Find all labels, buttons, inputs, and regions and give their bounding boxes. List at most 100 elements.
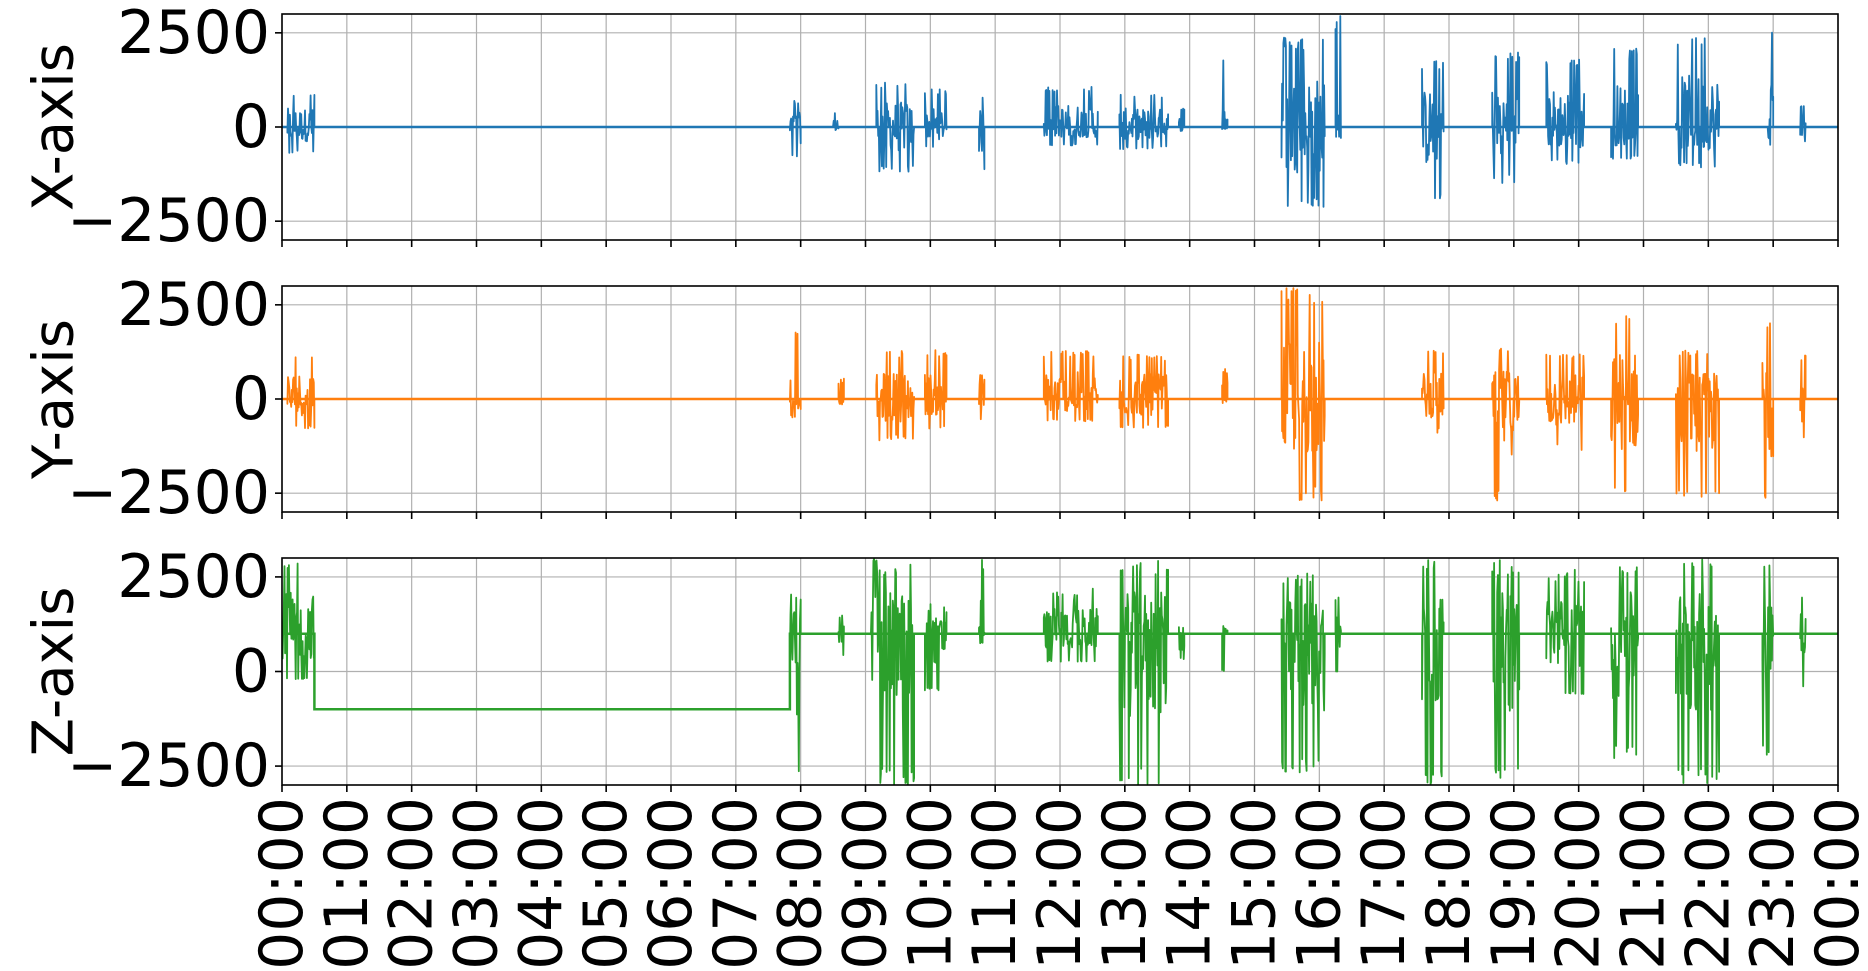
activity-burst	[1280, 36, 1326, 208]
x-tick-label: 00:00	[247, 797, 317, 970]
x-tick-label: 19:00	[1479, 797, 1549, 970]
activity-burst	[1118, 93, 1169, 150]
x-tick-label: 16:00	[1284, 797, 1354, 970]
y-axis-label: X-axis	[22, 43, 87, 211]
activity-burst	[1334, 596, 1342, 673]
series-x-axis	[282, 15, 1838, 208]
activity-burst	[875, 350, 915, 442]
activity-burst	[1118, 353, 1169, 429]
activity-burst	[1761, 322, 1775, 499]
activity-burst	[1545, 568, 1585, 695]
activity-burst	[978, 374, 986, 421]
activity-burst	[875, 81, 915, 173]
y-tick-label: 0	[232, 92, 270, 162]
activity-burst	[837, 614, 845, 656]
activity-burst	[1042, 587, 1099, 663]
activity-burst	[870, 558, 915, 785]
activity-burst	[789, 331, 802, 419]
x-tick-label: 20:00	[1544, 797, 1614, 970]
y-tick-label: 2500	[117, 0, 270, 68]
activity-burst	[1280, 287, 1326, 502]
x-tick-label: 04:00	[506, 797, 576, 970]
y-tick-label: −2500	[67, 731, 270, 801]
activity-burst	[789, 100, 802, 158]
x-tick-label: 09:00	[831, 797, 901, 970]
activity-burst	[1799, 105, 1807, 143]
x-tick-label: 06:00	[636, 797, 706, 970]
activity-burst	[1675, 558, 1720, 784]
activity-burst	[1042, 350, 1099, 423]
x-tick-label: 07:00	[701, 797, 771, 970]
activity-burst	[1766, 31, 1775, 146]
x-tick-label: 10:00	[895, 797, 965, 970]
activity-burst	[1545, 58, 1585, 165]
activity-burst	[1761, 564, 1775, 756]
activity-burst	[1421, 559, 1445, 785]
activity-burst	[978, 559, 986, 645]
x-tick-label: 01:00	[312, 797, 382, 970]
activity-burst	[1799, 596, 1807, 688]
x-tick-label: 14:00	[1155, 797, 1225, 970]
activity-burst	[1118, 560, 1169, 785]
activity-burst	[1491, 347, 1521, 502]
y-tick-label: −2500	[67, 458, 270, 528]
activity-burst	[924, 603, 948, 692]
x-tick-label: 23:00	[1738, 797, 1808, 970]
activity-burst	[286, 356, 316, 430]
activity-burst	[837, 377, 845, 406]
y-tick-label: −2500	[67, 186, 270, 256]
activity-burst	[1799, 354, 1807, 439]
activity-burst	[924, 88, 948, 148]
x-tick-label: 15:00	[1220, 797, 1290, 970]
activity-burst	[1042, 86, 1099, 147]
y-tick-label: 0	[232, 364, 270, 434]
x-tick-label: 02:00	[377, 797, 447, 970]
activity-burst	[924, 349, 948, 430]
activity-burst	[1334, 15, 1342, 139]
x-tick-label: 18:00	[1414, 797, 1484, 970]
x-tick-label: 05:00	[571, 797, 641, 970]
activity-burst	[1178, 626, 1186, 660]
activity-burst	[1221, 59, 1229, 130]
activity-burst	[1421, 349, 1445, 434]
x-tick-label: 11:00	[960, 797, 1030, 970]
activity-burst	[1610, 315, 1639, 493]
activity-burst	[282, 562, 316, 680]
series-y-axis	[282, 287, 1838, 502]
activity-burst	[1675, 37, 1720, 169]
activity-burst	[832, 112, 840, 131]
activity-burst	[1545, 353, 1585, 451]
y-tick-label: 2500	[117, 270, 270, 340]
activity-burst	[1610, 47, 1639, 160]
activity-burst	[1610, 566, 1639, 759]
x-tick-label: 13:00	[1090, 797, 1160, 970]
activity-burst	[1675, 349, 1720, 498]
activity-burst	[1421, 60, 1445, 200]
activity-burst	[789, 593, 802, 773]
activity-burst	[1178, 107, 1186, 132]
activity-burst	[286, 94, 316, 154]
x-axis-ticks: 00:0001:0002:0003:0004:0005:0006:0007:00…	[247, 797, 1868, 970]
activity-burst	[1491, 559, 1521, 779]
x-tick-label: 00:00	[1803, 797, 1868, 970]
x-tick-label: 22:00	[1673, 797, 1743, 970]
x-tick-label: 21:00	[1609, 797, 1679, 970]
activity-burst	[1280, 572, 1326, 774]
x-tick-label: 03:00	[442, 797, 512, 970]
y-tick-label: 0	[232, 637, 270, 707]
x-tick-label: 08:00	[766, 797, 836, 970]
x-tick-label: 12:00	[1025, 797, 1095, 970]
activity-burst	[1221, 625, 1229, 672]
y-axis-label: Z-axis	[22, 587, 87, 757]
activity-burst	[1221, 368, 1229, 404]
activity-burst	[1491, 51, 1521, 184]
activity-burst	[978, 96, 986, 171]
series-z-axis	[282, 558, 1838, 785]
y-axis-label: Y-axis	[22, 319, 87, 480]
y-tick-label: 2500	[117, 542, 270, 612]
x-tick-label: 17:00	[1349, 797, 1419, 970]
